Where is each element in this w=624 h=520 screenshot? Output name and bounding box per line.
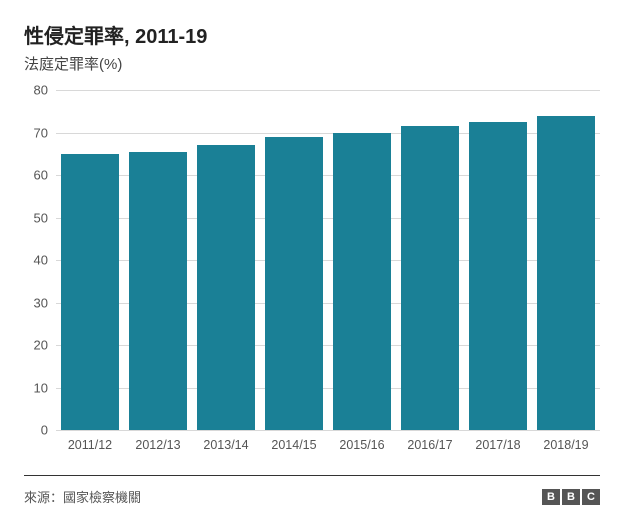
source-text: 來源：國家檢察機關 [24, 487, 141, 506]
bar-slot [124, 90, 192, 430]
bar-slot [396, 90, 464, 430]
y-tick-label: 60 [34, 168, 48, 183]
footer-divider [24, 475, 600, 476]
x-tick-label: 2014/15 [260, 430, 328, 460]
x-tick-label: 2017/18 [464, 430, 532, 460]
y-tick-label: 50 [34, 210, 48, 225]
chart-container: 性侵定罪率, 2011-19 法庭定罪率(%) 0 10 20 30 40 50 60 70 8… [0, 0, 624, 520]
bbc-logo-b1: B [542, 489, 560, 505]
y-tick-label: 10 [34, 380, 48, 395]
bbc-logo-b2: B [562, 489, 580, 505]
bar [265, 137, 322, 430]
y-tick-label: 20 [34, 338, 48, 353]
x-tick-label: 2013/14 [192, 430, 260, 460]
bar [333, 133, 390, 431]
y-tick-label: 70 [34, 125, 48, 140]
bar [129, 152, 186, 430]
y-tick-label: 80 [34, 83, 48, 98]
footer: 來源：國家檢察機關 B B C [24, 487, 600, 506]
bbc-logo: B B C [542, 489, 600, 505]
bars-area [56, 90, 600, 430]
bar [469, 122, 526, 430]
bar-slot [464, 90, 532, 430]
plot-area: 01020304050607080 2011/122012/132013/142… [24, 90, 600, 460]
bar-slot [192, 90, 260, 430]
bar [401, 126, 458, 430]
y-tick-label: 0 [41, 423, 48, 438]
x-axis: 2011/122012/132013/142014/152015/162016/… [56, 430, 600, 460]
chart-subtitle: 法庭定罪率(%) [24, 53, 600, 74]
x-tick-label: 2011/12 [56, 430, 124, 460]
x-tick-label: 2016/17 [396, 430, 464, 460]
bar [537, 116, 594, 431]
y-axis: 01020304050607080 [24, 90, 54, 430]
x-tick-label: 2015/16 [328, 430, 396, 460]
bar-slot [532, 90, 600, 430]
y-tick-label: 30 [34, 295, 48, 310]
x-tick-label: 2018/19 [532, 430, 600, 460]
bar-slot [328, 90, 396, 430]
y-tick-label: 40 [34, 253, 48, 268]
bar [197, 145, 254, 430]
bar-slot [56, 90, 124, 430]
x-tick-label: 2012/13 [124, 430, 192, 460]
bbc-logo-c: C [582, 489, 600, 505]
chart-title: 性侵定罪率, 2011-19 [24, 20, 600, 49]
bar-slot [260, 90, 328, 430]
bar [61, 154, 118, 430]
